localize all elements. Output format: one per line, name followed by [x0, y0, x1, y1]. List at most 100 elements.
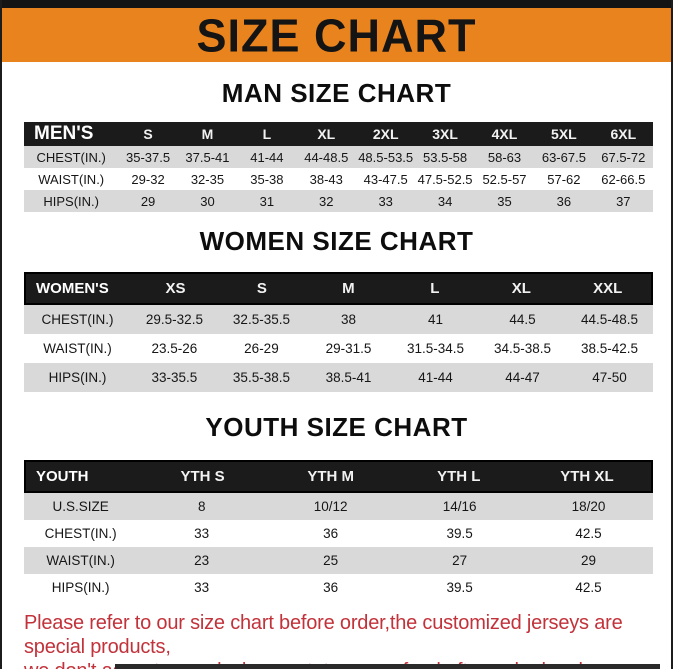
size-cell: 32	[319, 193, 334, 209]
size-cell: 10/12	[313, 499, 348, 514]
size-column-header: 5XL	[551, 126, 577, 142]
size-table-row: HIPS(IN.) 33 36 39.5 42.5	[24, 574, 653, 601]
size-cell: 32.5-35.5	[232, 312, 290, 327]
size-table-row: CHEST(IN.) 35-37.5 37.5-41 41-44 44-48.5 48.5…	[24, 146, 653, 168]
size-cell: 30	[200, 193, 215, 209]
size-column-header: S	[143, 126, 153, 142]
size-table-header-row: WOMEN'S XS S M L XL XXL	[24, 272, 653, 305]
size-column-header: XXL	[593, 280, 623, 297]
size-cell: 38-43	[309, 171, 343, 187]
disclaimer-line-1: Please refer to our size chart before or…	[24, 612, 623, 658]
size-table-row: CHEST(IN.) 33 36 39.5 42.5	[24, 520, 653, 547]
row-label: CHEST(IN.)	[41, 312, 114, 327]
size-cell: 29-32	[131, 171, 165, 187]
size-cell: 39.5	[446, 526, 473, 541]
row-label: U.S.SIZE	[52, 499, 109, 514]
size-cell: 48.5-53.5	[358, 149, 414, 165]
size-cell: 38	[340, 312, 356, 327]
size-table-row: WAIST(IN.) 23 25 27 29	[24, 547, 653, 574]
size-cell: 35-38	[250, 171, 284, 187]
size-cell: 23.5-26	[151, 341, 198, 356]
table-corner-label: MEN'S	[34, 123, 94, 144]
size-column-header: YTH L	[437, 468, 481, 485]
size-cell: 41-44	[418, 370, 453, 385]
size-cell: 43-47.5	[363, 171, 408, 187]
youth-size-table: YOUTH YTH S YTH M YTH L YTH XL U.S.SIZE 8 10/12…	[24, 460, 653, 601]
size-column-header: 4XL	[491, 126, 518, 142]
row-label: CHEST(IN.)	[44, 526, 117, 541]
size-cell: 47.5-52.5	[417, 171, 473, 187]
top-black-strip	[2, 0, 671, 8]
size-cell: 18/20	[571, 499, 606, 514]
size-cell: 34.5-38.5	[493, 341, 552, 356]
size-cell: 44.5-48.5	[580, 312, 639, 327]
size-table-row: HIPS(IN.) 33-35.5 35.5-38.5 38.5-41 41-44 44-…	[24, 363, 653, 392]
row-label: HIPS(IN.)	[48, 370, 107, 385]
size-column-header: YTH S	[180, 468, 225, 485]
row-label: WAIST(IN.)	[46, 553, 115, 568]
size-cell: 42.5	[575, 580, 602, 595]
men-size-table: MEN'S S M L XL 2XL 3XL 4XL 5XL 6XL CHEST(IN.) 35-37…	[24, 122, 653, 212]
size-cell: 26-29	[244, 341, 279, 356]
size-column-header: M	[201, 126, 214, 142]
size-cell: 33-35.5	[151, 370, 198, 385]
size-column-header: YTH M	[307, 468, 355, 485]
size-column-header: 3XL	[432, 126, 458, 142]
size-cell: 31	[259, 193, 275, 209]
row-label: HIPS(IN.)	[43, 193, 99, 209]
size-table-header-row: YOUTH YTH S YTH M YTH L YTH XL	[24, 460, 653, 493]
size-cell: 58-63	[487, 149, 522, 165]
size-cell: 36	[323, 526, 339, 541]
size-cell: 39.5	[446, 580, 473, 595]
size-cell: 35-37.5	[126, 149, 171, 165]
size-cell: 57-62	[547, 171, 581, 187]
size-cell: 35	[497, 193, 512, 209]
row-label: WAIST(IN.)	[38, 171, 105, 187]
women-size-table: WOMEN'S XS S M L XL XXL CHEST(IN.) 29.5-32.5 32.5…	[24, 272, 653, 392]
size-cell: 36	[556, 193, 572, 209]
size-cell: 8	[197, 499, 206, 514]
size-column-header: 2XL	[372, 126, 399, 142]
size-table-row: WAIST(IN.) 23.5-26 26-29 29-31.5 31.5-34.5 34…	[24, 334, 653, 363]
size-cell: 23	[194, 553, 210, 568]
size-cell: 29	[581, 553, 597, 568]
size-column-header: XS	[165, 280, 186, 297]
size-cell: 34	[437, 193, 453, 209]
page-title: SIZE CHART	[196, 8, 477, 62]
section-title-men: MAN SIZE CHART	[221, 78, 452, 108]
size-cell: 38.5-42.5	[580, 341, 639, 356]
size-column-header: M	[342, 280, 355, 297]
disclaimer-text: Please refer to our size chart before or…	[24, 611, 653, 669]
size-cell: 25	[323, 553, 339, 568]
size-cell: 63-67.5	[541, 149, 586, 165]
size-column-header: YTH XL	[560, 468, 614, 485]
size-cell: 67.5-72	[601, 149, 646, 165]
size-column-header: XL	[511, 280, 531, 297]
size-cell: 29.5-32.5	[145, 312, 203, 327]
row-label: WAIST(IN.)	[43, 341, 112, 356]
title-banner: SIZE CHART	[2, 8, 671, 62]
size-column-header: L	[262, 126, 272, 142]
table-corner-label: YOUTH	[36, 468, 89, 485]
size-cell: 44.5	[509, 312, 536, 327]
size-column-header: 6XL	[610, 126, 637, 142]
size-table-row: CHEST(IN.) 29.5-32.5 32.5-35.5 38 41 44.5 44.5…	[24, 305, 653, 334]
size-table-header-row: MEN'S S M L XL 2XL 3XL 4XL 5XL 6XL	[24, 122, 653, 146]
size-cell: 38.5-41	[325, 370, 372, 385]
size-table-row: HIPS(IN.) 29 30 31 32 33 34 35 36 37	[24, 190, 653, 212]
size-cell: 42.5	[575, 526, 602, 541]
size-cell: 41-44	[250, 149, 284, 165]
row-label: CHEST(IN.)	[36, 149, 106, 165]
size-cell: 36	[323, 580, 339, 595]
size-cell: 27	[452, 553, 468, 568]
size-cell: 47-50	[592, 370, 627, 385]
size-cell: 37.5-41	[185, 149, 230, 165]
row-label: HIPS(IN.)	[51, 580, 110, 595]
section-title-youth: YOUTH SIZE CHART	[205, 412, 468, 442]
size-column-header: L	[430, 280, 440, 297]
size-cell: 33	[194, 526, 210, 541]
size-cell: 31.5-34.5	[406, 341, 464, 356]
size-column-header: S	[256, 280, 267, 297]
size-cell: 52.5-57	[482, 171, 527, 187]
